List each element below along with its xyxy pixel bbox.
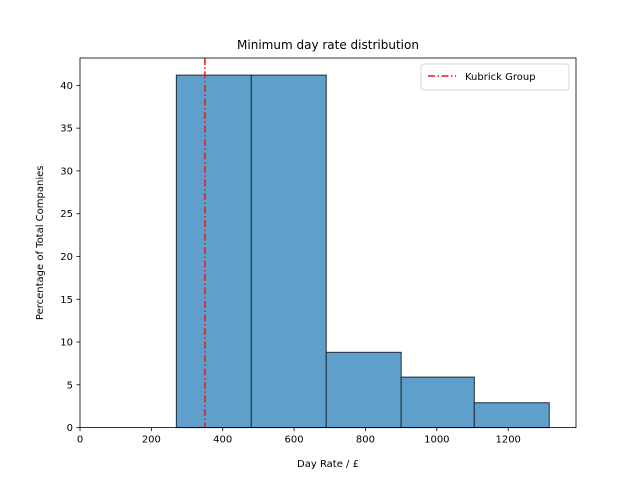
plot-frame	[79, 57, 577, 429]
y-tick-label: 30	[60, 166, 73, 177]
histogram-bar-1	[175, 74, 252, 429]
histogram-bar-3	[325, 351, 402, 429]
legend-label-kubrick-group: Kubrick Group	[465, 72, 536, 83]
histogram-bar-4	[400, 376, 475, 429]
y-tick-label: 25	[60, 209, 73, 220]
x-tick-label: 1000	[424, 435, 449, 446]
x-tick-label: 1200	[495, 435, 520, 446]
histogram-bar-2	[250, 74, 327, 429]
chart-title: Minimum day rate distribution	[237, 38, 419, 52]
y-axis-label: Percentage of Total Companies	[35, 166, 46, 321]
x-tick-label: 200	[142, 435, 161, 446]
legend-box	[420, 63, 570, 91]
legend: Kubrick Group	[420, 63, 570, 91]
x-tick-label: 600	[285, 435, 304, 446]
y-tick-label: 0	[67, 423, 73, 434]
x-tick-label: 400	[213, 435, 232, 446]
y-tick-label: 10	[60, 338, 73, 349]
histogram-bar-5	[473, 402, 550, 429]
y-tick-label: 15	[60, 295, 73, 306]
y-tick-label: 35	[60, 124, 73, 135]
y-tick-label: 5	[67, 380, 73, 391]
x-tick-label: 800	[356, 435, 375, 446]
x-axis-label: Day Rate / £	[297, 459, 359, 470]
x-tick-label: 0	[77, 435, 83, 446]
y-tick-label: 40	[60, 81, 73, 92]
y-tick-label: 20	[60, 252, 73, 263]
